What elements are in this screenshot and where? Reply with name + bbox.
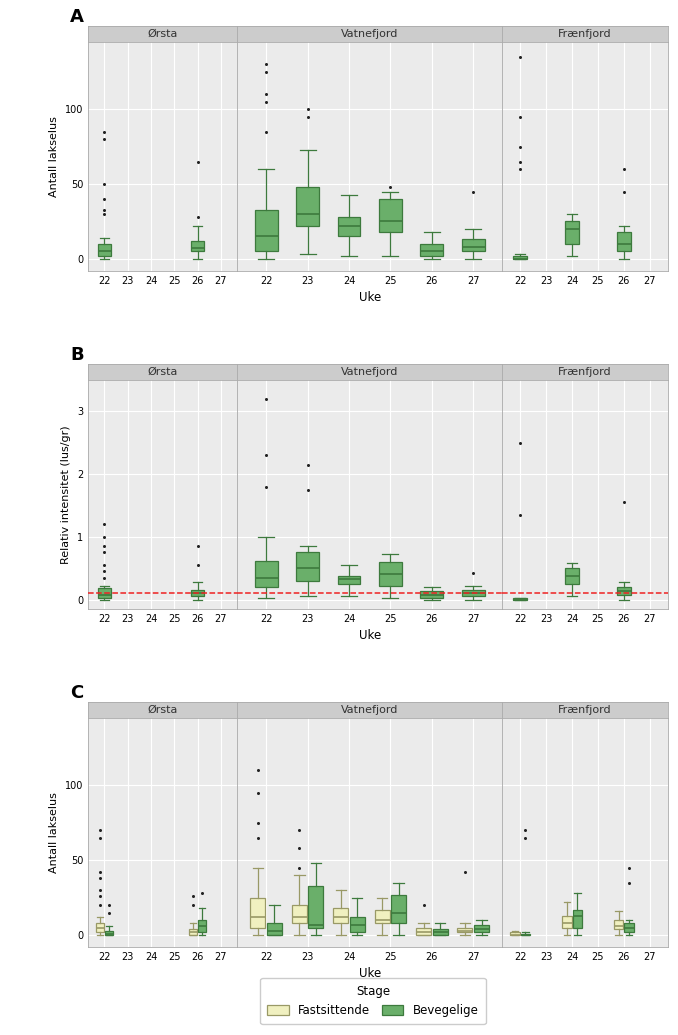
Legend: Fastsittende, Bevegelige: Fastsittende, Bevegelige	[260, 978, 485, 1024]
Bar	[350, 917, 365, 933]
Bar	[96, 923, 104, 933]
Text: Ørsta: Ørsta	[148, 29, 178, 39]
Bar	[292, 906, 306, 923]
Bar	[573, 910, 582, 927]
Text: B: B	[71, 346, 84, 364]
Bar	[98, 244, 111, 256]
Bar	[198, 920, 207, 933]
Bar	[250, 897, 265, 927]
Text: Vatnefjord: Vatnefjord	[341, 705, 399, 715]
Bar	[420, 244, 443, 256]
Bar	[458, 927, 473, 933]
Y-axis label: Antall lakselus: Antall lakselus	[49, 116, 60, 197]
X-axis label: Uke: Uke	[359, 629, 381, 643]
Bar	[420, 591, 443, 598]
Bar	[255, 561, 277, 587]
Bar	[308, 886, 323, 927]
Y-axis label: Antall lakselus: Antall lakselus	[49, 792, 60, 873]
Bar	[462, 239, 485, 252]
Bar	[614, 920, 623, 929]
Bar	[391, 894, 406, 923]
Bar	[338, 575, 361, 584]
X-axis label: Uke: Uke	[359, 291, 381, 304]
Text: Vatnefjord: Vatnefjord	[341, 367, 399, 377]
Bar	[379, 199, 402, 232]
Bar	[416, 927, 431, 935]
Bar	[188, 929, 197, 935]
Bar	[565, 221, 579, 244]
Bar	[267, 923, 282, 935]
Bar	[375, 910, 390, 923]
Bar	[617, 587, 631, 594]
Text: Frænfjord: Frænfjord	[558, 705, 612, 715]
Bar	[338, 217, 361, 236]
Text: Frænfjord: Frænfjord	[558, 29, 612, 39]
Text: A: A	[71, 8, 84, 26]
Text: C: C	[71, 684, 83, 702]
Y-axis label: Relativ intensitet (lus/gr): Relativ intensitet (lus/gr)	[62, 425, 71, 564]
Text: Ørsta: Ørsta	[148, 705, 178, 715]
Bar	[296, 553, 319, 581]
Bar	[617, 232, 631, 252]
Text: Ørsta: Ørsta	[148, 367, 178, 377]
Bar	[511, 933, 520, 935]
Text: Vatnefjord: Vatnefjord	[341, 29, 399, 39]
Bar	[105, 930, 113, 935]
Bar	[433, 929, 447, 935]
Bar	[255, 209, 277, 252]
Bar	[296, 187, 319, 226]
Bar	[565, 568, 579, 584]
Bar	[379, 562, 402, 586]
Bar	[513, 256, 527, 259]
Bar	[334, 908, 348, 923]
Bar	[521, 934, 530, 935]
Bar	[191, 241, 204, 252]
Bar	[191, 590, 204, 596]
X-axis label: Uke: Uke	[359, 968, 381, 980]
Bar	[513, 598, 527, 599]
Text: Frænfjord: Frænfjord	[558, 367, 612, 377]
Bar	[562, 916, 572, 927]
Bar	[98, 588, 111, 598]
Bar	[474, 924, 489, 933]
Bar	[462, 590, 485, 596]
Bar	[624, 923, 634, 933]
